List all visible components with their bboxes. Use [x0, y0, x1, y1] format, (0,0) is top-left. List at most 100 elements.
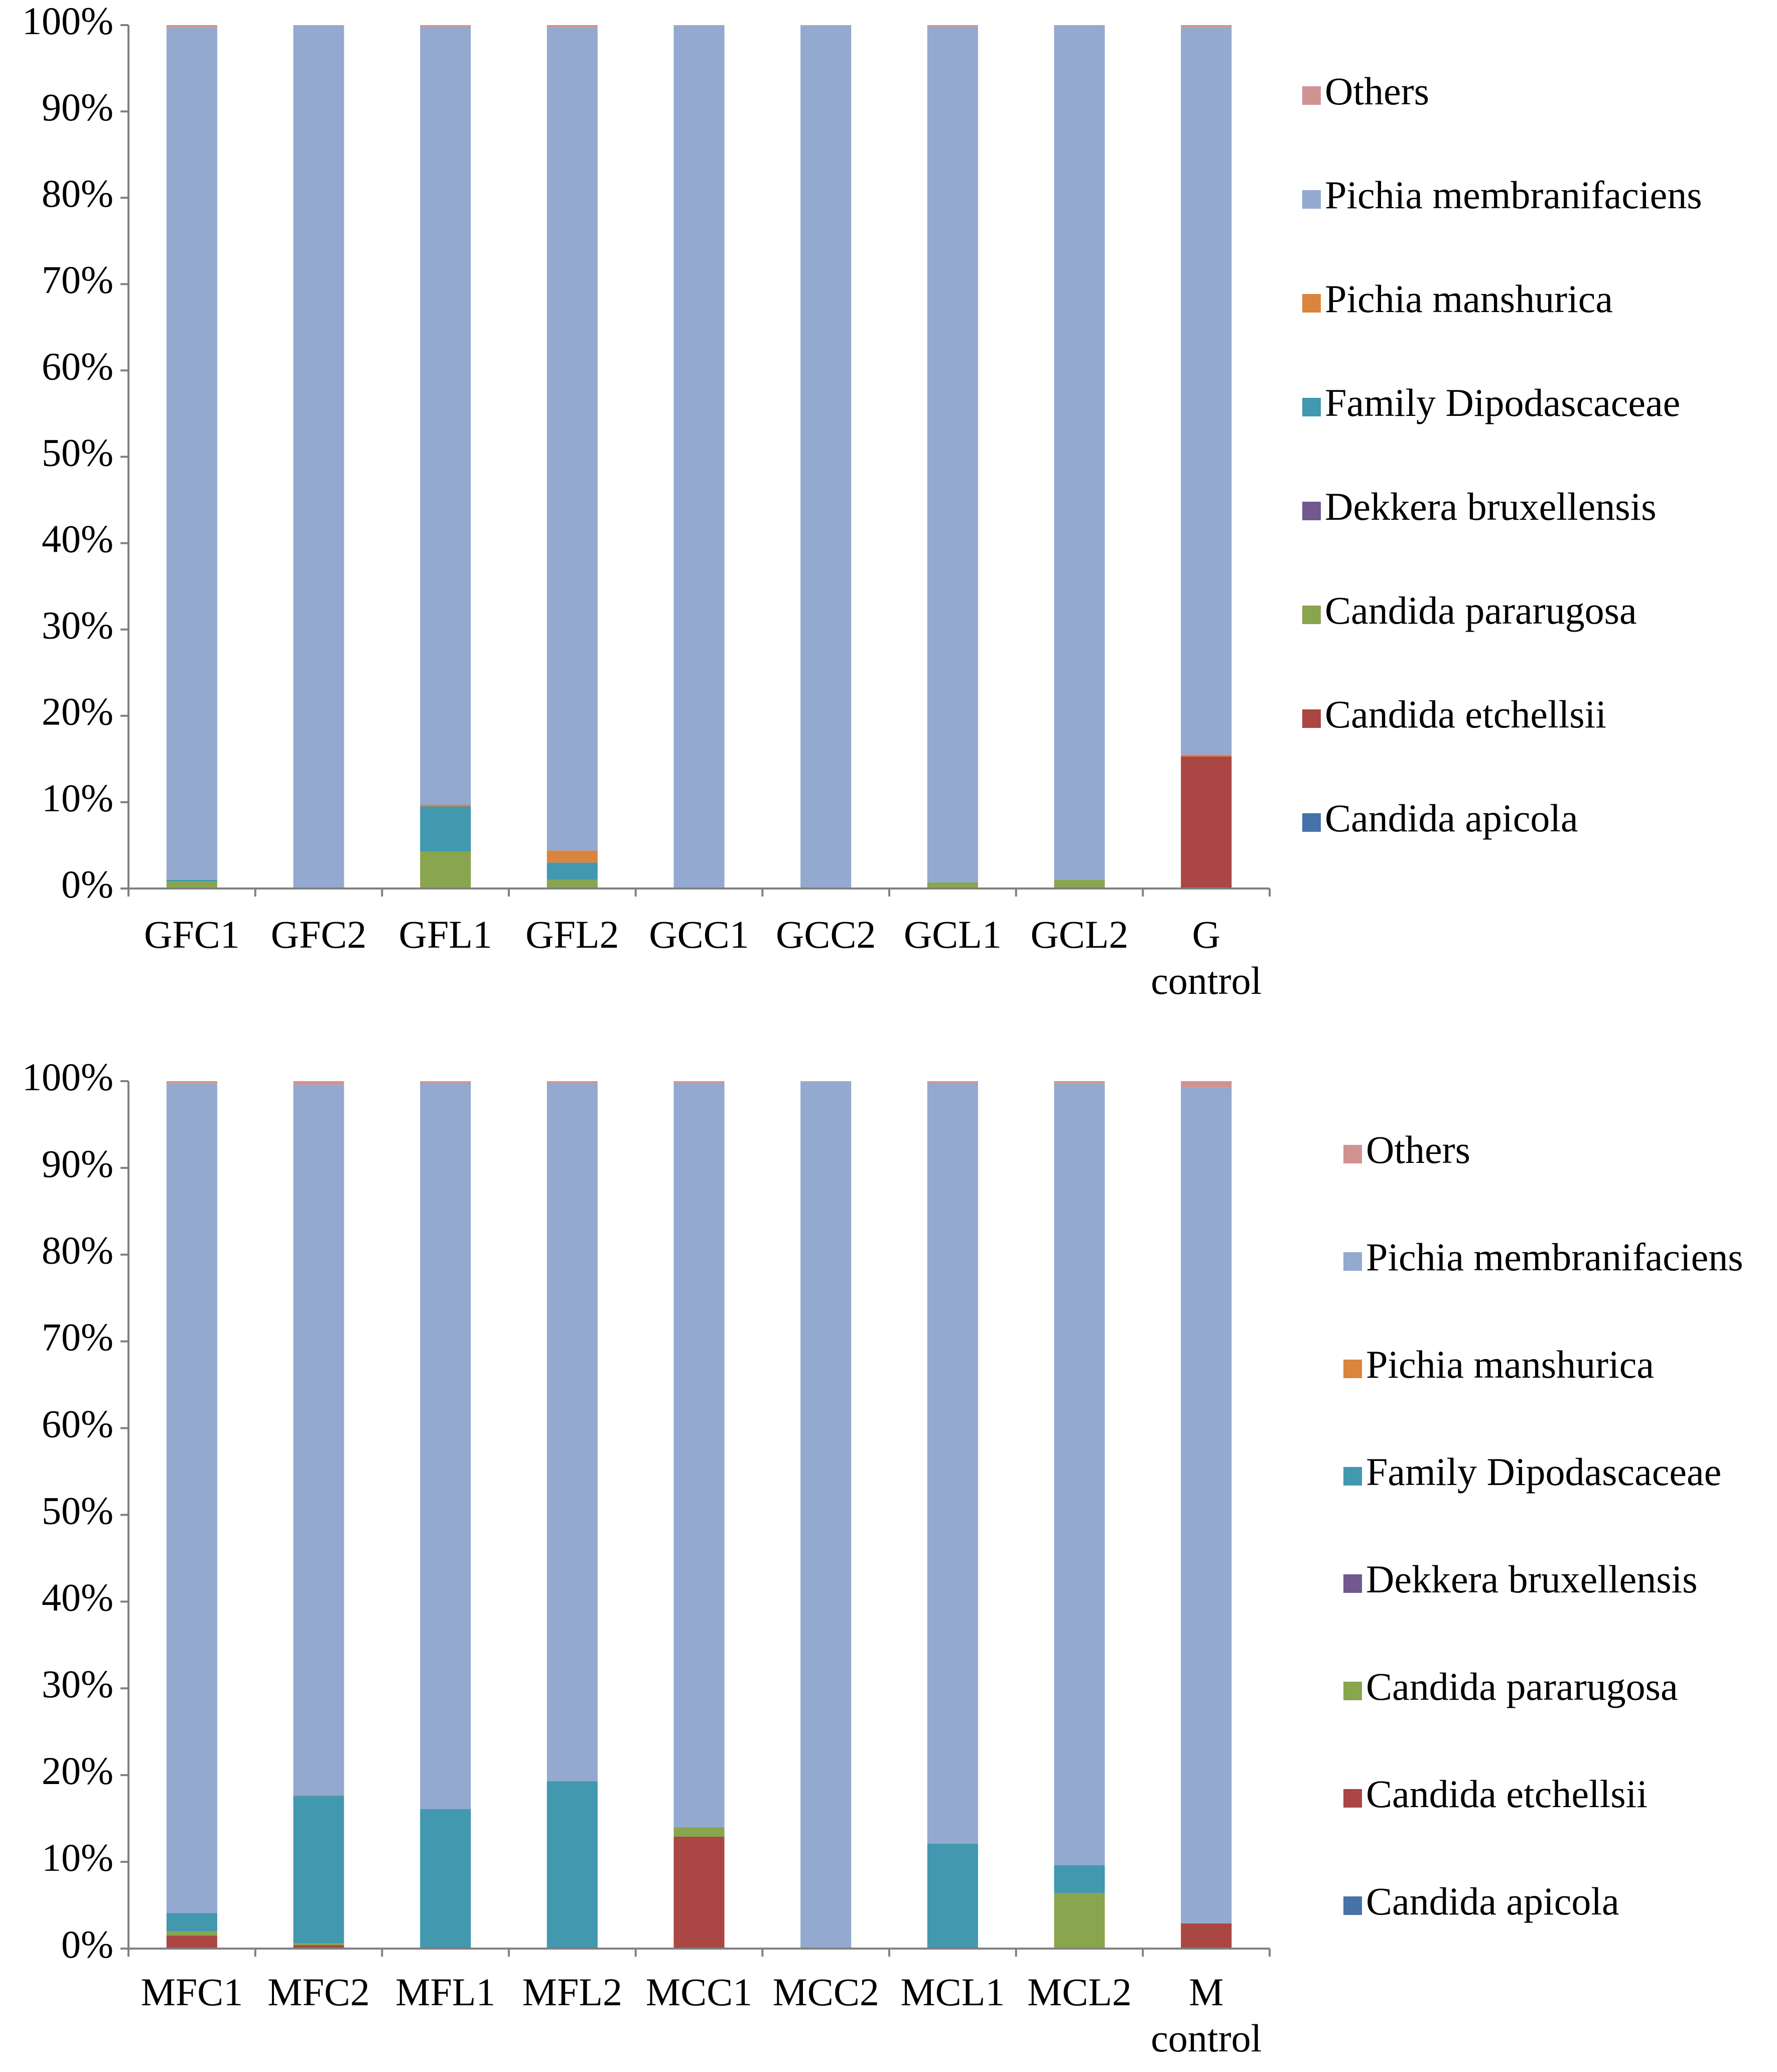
y-tick-label: 80%: [42, 172, 113, 215]
label-line: control: [1151, 2016, 1262, 2060]
y-tick-label: 30%: [42, 1662, 113, 1706]
legend-label: Dekkera bruxellensis: [1366, 1557, 1698, 1601]
legend-label: Pichia manshurica: [1366, 1343, 1654, 1386]
bar-segment: [927, 882, 978, 889]
x-tick-label: GFL1: [398, 913, 492, 956]
bar-segment: [673, 1836, 725, 1949]
bar-segment: [1054, 1081, 1105, 1084]
y-tick-label: 40%: [42, 1575, 113, 1619]
bar-segment: [800, 1081, 852, 1082]
y-tick-label: 100%: [22, 0, 113, 43]
bar-segment: [673, 1081, 725, 1083]
bar-segment: [166, 879, 217, 882]
y-tick-label: 90%: [42, 85, 113, 129]
x-tick-label: MFC2: [267, 1970, 370, 2014]
bar-segment: [546, 1081, 598, 1083]
y-tick-label: 0%: [61, 1922, 113, 1966]
bar-segment: [166, 1084, 217, 1913]
legend-swatch: [1302, 86, 1321, 105]
legend-swatch: [1302, 190, 1321, 209]
bar-segment: [1054, 1893, 1105, 1949]
bar-segment: [420, 1083, 471, 1809]
bar-segment: [1181, 28, 1232, 755]
legend-label: Family Dipodascaceae: [1366, 1450, 1721, 1494]
bar-segment: [673, 1827, 725, 1837]
bar-segment: [293, 1796, 344, 1944]
x-tick-label: GFL2: [525, 913, 619, 956]
bar-segment: [293, 1081, 344, 1085]
x-tick-label: MCL1: [900, 1970, 1005, 2014]
bar-segment: [293, 26, 344, 888]
y-tick-label: 90%: [42, 1142, 113, 1186]
legend-swatch: [1302, 709, 1321, 728]
legend-swatch: [1343, 1467, 1362, 1486]
y-tick-label: 60%: [42, 344, 113, 388]
bar-segment: [293, 1795, 344, 1796]
y-tick-label: 10%: [42, 776, 113, 820]
bar-segment: [927, 1083, 978, 1844]
bar-segment: [546, 862, 598, 880]
bar-segment: [1181, 1923, 1232, 1949]
y-tick-label: 20%: [42, 690, 113, 733]
bar-segment: [420, 25, 471, 27]
bar-segment: [1181, 25, 1232, 28]
bar-segment: [927, 27, 978, 882]
bar-segment: [166, 28, 217, 880]
legend-swatch: [1343, 1145, 1362, 1163]
bar-segment: [673, 1083, 725, 1827]
bar-segment: [1054, 26, 1105, 880]
legend-label: Candida apicola: [1325, 796, 1578, 840]
x-tick-label: GFC1: [144, 913, 240, 956]
label-line: G: [1192, 913, 1220, 956]
y-tick-label: 100%: [22, 1055, 113, 1099]
bar-segment: [927, 1843, 978, 1949]
x-tick-label: MCC1: [646, 1970, 752, 2014]
bar-segment: [1181, 1081, 1232, 1088]
legend-label: Candida pararugosa: [1366, 1665, 1678, 1708]
y-tick-label: 70%: [42, 258, 113, 302]
y-tick-label: 0%: [61, 862, 113, 906]
y-tick-label: 30%: [42, 604, 113, 647]
legend-swatch: [1343, 1789, 1362, 1808]
bar-segment: [1181, 756, 1232, 889]
bar-segment: [293, 1943, 344, 1946]
legend-label: Candida apicola: [1366, 1879, 1619, 1923]
bar-segment: [293, 1945, 344, 1949]
legend-swatch: [1302, 294, 1321, 313]
bar-segment: [546, 850, 598, 863]
bar-segment: [166, 25, 217, 28]
bar-segment: [546, 879, 598, 889]
legend-label: Candida pararugosa: [1325, 588, 1637, 632]
bar-segment: [546, 28, 598, 851]
bar-segment: [293, 1084, 344, 1795]
legend-swatch: [1302, 606, 1321, 624]
legend-label: Pichia membranifaciens: [1366, 1235, 1743, 1279]
bar-segment: [1054, 25, 1105, 26]
y-tick-label: 10%: [42, 1836, 113, 1879]
bar-segment: [927, 25, 978, 27]
bar-segment: [1181, 1087, 1232, 1923]
x-tick-label: MCL2: [1027, 1970, 1132, 2014]
legend-label: Pichia membranifaciens: [1325, 173, 1702, 217]
bar-segment: [420, 1081, 471, 1083]
bar-segment: [927, 1081, 978, 1083]
y-tick-label: 40%: [42, 517, 113, 561]
x-tick-label: MCC2: [772, 1970, 879, 2014]
bar-segment: [420, 851, 471, 889]
x-tick-label: MFL2: [522, 1970, 622, 2014]
bar-segment: [546, 1781, 598, 1949]
legend-label: Candida etchellsii: [1325, 692, 1606, 736]
x-tick-label: GCL1: [904, 913, 1002, 956]
legend-swatch: [1343, 1360, 1362, 1378]
bar-segment: [420, 27, 471, 805]
bar-segment: [546, 1083, 598, 1782]
bar-segment: [673, 26, 725, 889]
bar-segment: [800, 25, 852, 26]
legend-swatch: [1343, 1574, 1362, 1593]
legend-swatch: [1302, 502, 1321, 520]
bar-segment: [1181, 755, 1232, 757]
legend-swatch: [1343, 1252, 1362, 1271]
bar-segment: [420, 805, 471, 807]
